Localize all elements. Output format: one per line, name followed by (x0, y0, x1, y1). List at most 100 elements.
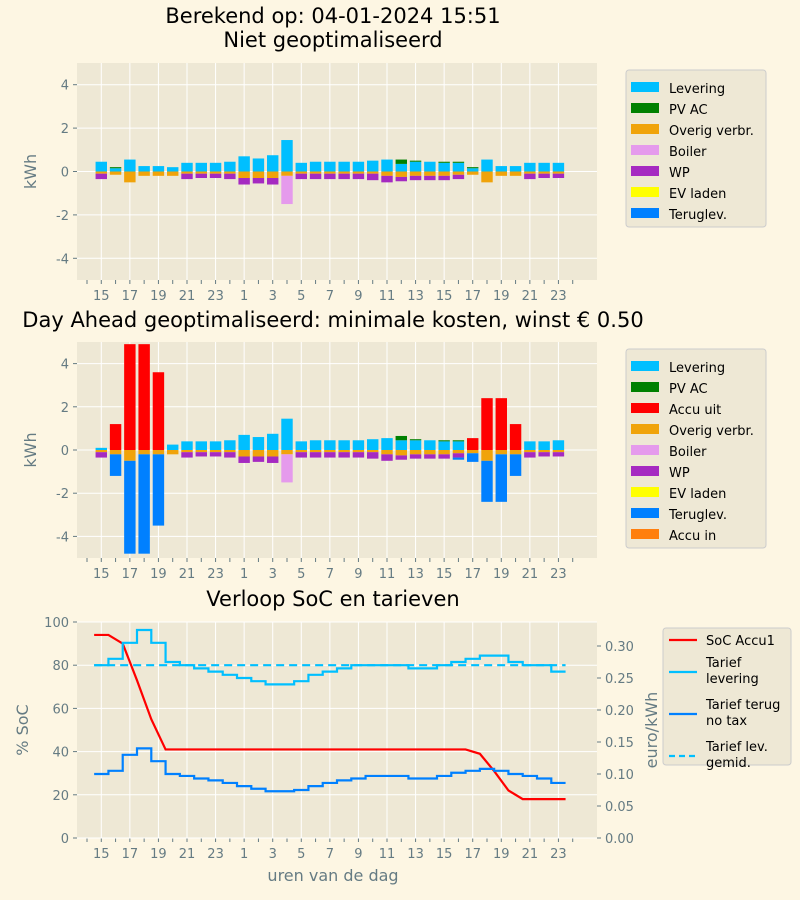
bar-top-overig-verbr- (381, 171, 393, 176)
x-tick-label: 5 (297, 289, 305, 304)
bar-top-overig-verbr- (181, 171, 193, 174)
y-tick-label: 4 (61, 79, 69, 94)
legend-label: Overig verbr. (669, 124, 754, 139)
x-tick-label: 11 (379, 847, 396, 862)
bar-top-wp (381, 175, 393, 183)
legend-swatch (631, 466, 659, 476)
bar-top-levering (338, 161, 350, 172)
x-tick-label: 17 (464, 289, 481, 304)
x-tick-label: 19 (150, 567, 167, 582)
legend-label: Boiler (669, 145, 707, 160)
legend-swatch (631, 424, 659, 434)
bar-mid-overig-verbr- (467, 450, 479, 454)
legend-box (625, 69, 767, 228)
bar-mid-boiler (281, 454, 293, 483)
bar-mid-levering (281, 418, 293, 450)
x-tick-label: 21 (179, 289, 196, 304)
bar-top-wp (252, 178, 265, 184)
bar-top-levering (467, 168, 479, 172)
bar-mid-levering (352, 440, 365, 450)
bar-mid-levering (552, 440, 565, 450)
legend-label: EV laden (669, 187, 726, 202)
bar-top-boiler (281, 175, 293, 205)
bar-mid-wp (452, 453, 465, 458)
bar-top-wp (395, 176, 407, 182)
bar-top-overig-verbr- (409, 171, 422, 176)
bar-top-overig-verbr- (167, 171, 179, 176)
bar-mid-overig-verbr- (167, 450, 179, 455)
bar-top-wp (95, 173, 107, 180)
bar-mid-levering (224, 440, 236, 450)
bar-mid-levering (538, 441, 550, 450)
bar-top-wp (424, 175, 436, 181)
bar-mid-accu-uit (109, 424, 122, 450)
legend-label: Tarief (705, 656, 742, 671)
bar-mid-overig-verbr- (309, 450, 322, 453)
bar-top-wp (209, 173, 222, 179)
bar-mid-accu-uit (495, 398, 507, 450)
x-tick-label: 15 (93, 847, 110, 862)
bar-mid-levering (252, 437, 265, 450)
bar-top-levering (452, 162, 465, 172)
bar-top-overig-verbr- (209, 171, 222, 174)
bar-mid-overig-verbr- (552, 450, 565, 453)
x-tick-label: 19 (493, 847, 510, 862)
legend-label: no tax (706, 714, 747, 729)
y-tick-label: 0 (61, 444, 69, 459)
x-tick-label: 17 (464, 567, 481, 582)
bar-top-pv-ac (438, 161, 450, 163)
bar-mid-overig-verbr- (152, 450, 165, 455)
bar-mid-overig-verbr- (438, 450, 450, 455)
legend-label: Accu uit (669, 403, 721, 418)
bar-mid-wp (324, 452, 336, 458)
bar-top-levering (381, 159, 393, 172)
bar-mid-wp (538, 452, 550, 457)
bar-top-overig-verbr- (238, 171, 250, 179)
y-tick-label: 20 (52, 789, 69, 804)
x-tick-label: 21 (522, 847, 539, 862)
legend-swatch (631, 82, 659, 92)
bar-mid-levering (295, 441, 307, 450)
bar-top-levering (124, 159, 136, 172)
bar-top-levering (309, 161, 322, 172)
legend-box (625, 348, 767, 549)
bar-mid-overig-verbr- (452, 450, 465, 454)
bar-top-levering (209, 162, 222, 172)
bar-mid-levering (167, 444, 179, 450)
bar-mid-levering (181, 441, 193, 450)
bar-top-overig-verbr- (152, 171, 165, 176)
bar-mid-levering (524, 441, 536, 450)
chart-title-line: Niet geoptimaliseerd (223, 28, 442, 52)
bar-top-wp (181, 173, 193, 180)
x-tick-label: 13 (407, 847, 424, 862)
y-axis-label: kWh (21, 432, 40, 467)
bar-mid-wp (195, 452, 207, 457)
legend-label: WP (669, 466, 690, 481)
bar-top-overig-verbr- (424, 171, 436, 176)
bar-mid-teruglev- (452, 457, 465, 460)
y-right-tick-label: 0.25 (605, 672, 634, 687)
x-tick-label: 13 (407, 289, 424, 304)
x-tick-label: 1 (240, 289, 248, 304)
legend-label: Accu in (669, 529, 716, 544)
bar-top-wp (324, 173, 336, 180)
y-tick-label: -2 (56, 209, 69, 224)
bar-top-overig-verbr- (109, 171, 122, 175)
x-tick-label: 7 (326, 567, 334, 582)
bar-mid-overig-verbr- (295, 450, 307, 453)
y-tick-label: -2 (56, 487, 69, 502)
x-tick-label: 21 (522, 567, 539, 582)
bar-mid-levering (324, 440, 336, 450)
bar-mid-overig-verbr- (181, 450, 193, 453)
bar-mid-levering (438, 441, 450, 450)
bar-mid-wp (381, 454, 393, 461)
x-tick-label: 17 (122, 847, 139, 862)
bar-mid-levering (267, 433, 279, 450)
bar-top-levering (267, 155, 279, 172)
x-tick-label: 9 (354, 847, 362, 862)
bar-top-levering (367, 160, 379, 172)
y-tick-label: 100 (44, 616, 69, 631)
y-tick-label: -4 (56, 252, 69, 267)
y-right-tick-label: 0.30 (605, 640, 634, 655)
legend-label: SoC Accu1 (706, 634, 775, 649)
